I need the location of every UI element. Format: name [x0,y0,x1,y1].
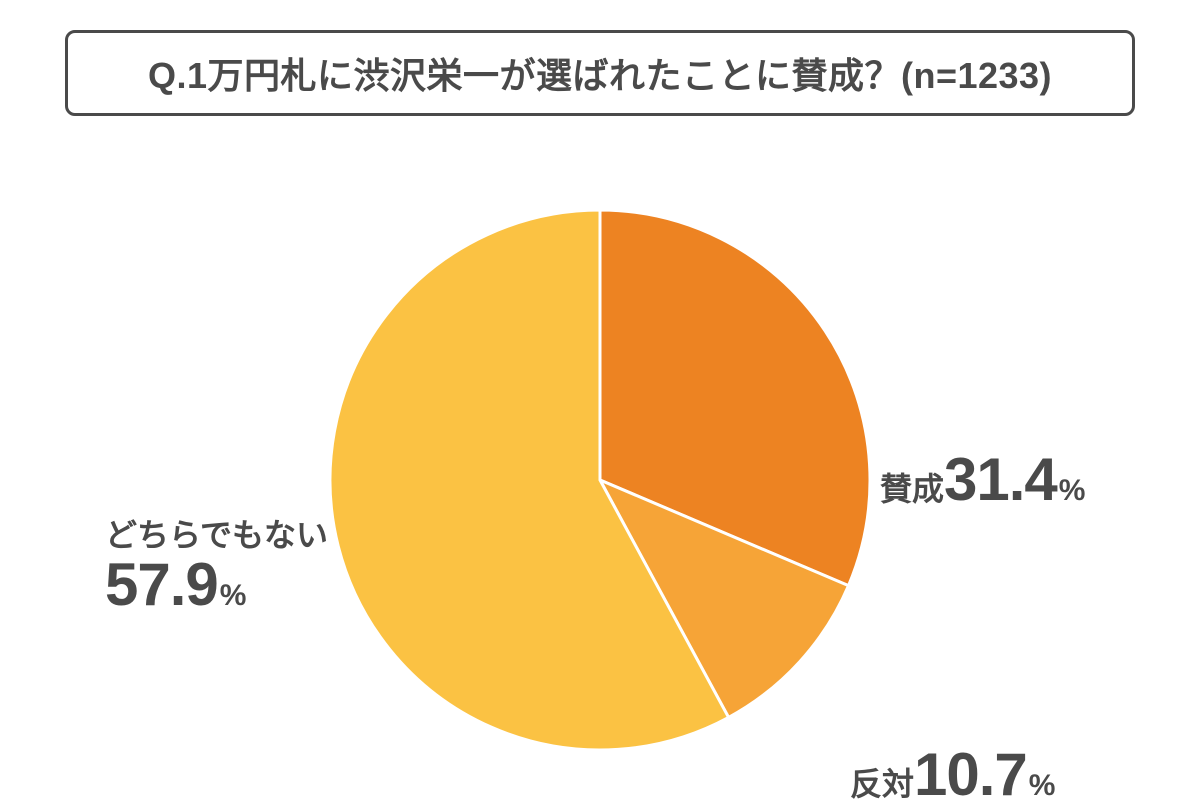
label-agree: 賛成31.4% [880,445,1085,514]
label-category: 賛成 [880,464,944,510]
label-neither: どちらでもない57.9% [105,510,328,619]
label-percent-sign: % [1059,474,1086,508]
title-box: Q.1万円札に渋沢栄一が選ばれたことに賛成？(n=1233) [65,30,1135,116]
label-value: 10.7 [914,740,1027,809]
chart-title: Q.1万円札に渋沢栄一が選ばれたことに賛成？(n=1233) [148,55,1052,96]
pie-chart [325,205,875,755]
chart-area: 賛成31.4%反対10.7%どちらでもない57.9% [0,160,1200,800]
label-category: 反対 [850,759,914,805]
label-percent-sign: % [1029,769,1056,803]
label-value: 57.9 [105,550,218,619]
label-percent-sign: % [220,579,247,613]
label-value: 31.4 [944,445,1057,514]
label-oppose: 反対10.7% [850,740,1055,809]
